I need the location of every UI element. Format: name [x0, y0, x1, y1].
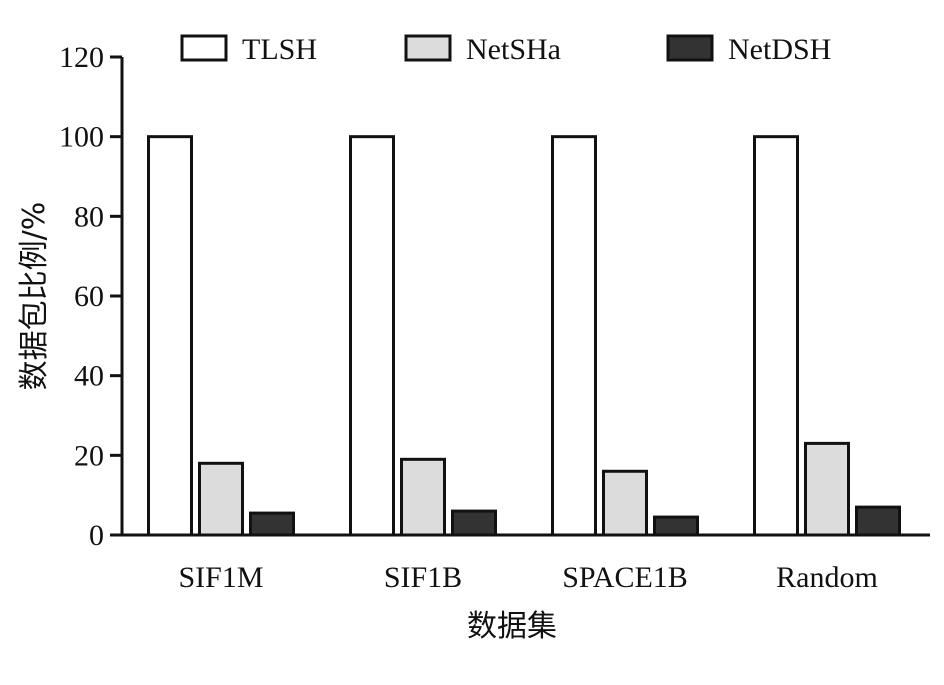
y-tick-label: 80 [74, 200, 104, 233]
bar-tlsh-sif1b [349, 135, 395, 537]
bar-tlsh-sif1m [147, 135, 193, 537]
bar-netdsh-space1b [653, 515, 699, 537]
legend-swatch-netsha [404, 34, 452, 62]
y-axis-title: 数据包比例/% [17, 202, 52, 391]
x-axis-title: 数据集 [467, 609, 557, 644]
y-tick-label: 40 [74, 360, 104, 393]
bar-netdsh-random [855, 505, 901, 537]
y-tick-label: 60 [74, 280, 104, 313]
y-tick-label: 120 [59, 41, 104, 74]
bar-netdsh-sif1m [249, 511, 295, 537]
x-axis-ticks: SIF1M SIF1B SPACE1B Random [178, 561, 877, 594]
y-tick-label: 20 [74, 439, 104, 472]
bar-tlsh-space1b [551, 135, 597, 537]
x-tick-label: SIF1M [178, 561, 263, 594]
legend-swatch-tlsh [180, 34, 228, 62]
bar-netsha-sif1m [198, 461, 244, 537]
bars-group [147, 135, 901, 537]
bar-netdsh-sif1b [451, 509, 497, 537]
y-tick-label: 0 [89, 519, 104, 552]
x-tick-label: SIF1B [384, 561, 462, 594]
x-tick-label: Random [776, 561, 878, 594]
legend: TLSH NetSHa NetDSH [180, 33, 831, 66]
bar-netsha-random [804, 441, 850, 537]
legend-label-netsha: NetSHa [466, 33, 561, 66]
x-tick-label: SPACE1B [562, 561, 688, 594]
legend-label-netdsh: NetDSH [728, 33, 831, 66]
legend-label-tlsh: TLSH [242, 33, 317, 66]
y-axis-ticks: 0 20 40 60 80 100 120 [59, 41, 122, 552]
y-tick-label: 100 [59, 121, 104, 154]
bar-netsha-sif1b [400, 457, 446, 537]
bar-netsha-space1b [602, 469, 648, 537]
legend-swatch-netdsh [666, 34, 714, 62]
bar-tlsh-random [753, 135, 799, 537]
